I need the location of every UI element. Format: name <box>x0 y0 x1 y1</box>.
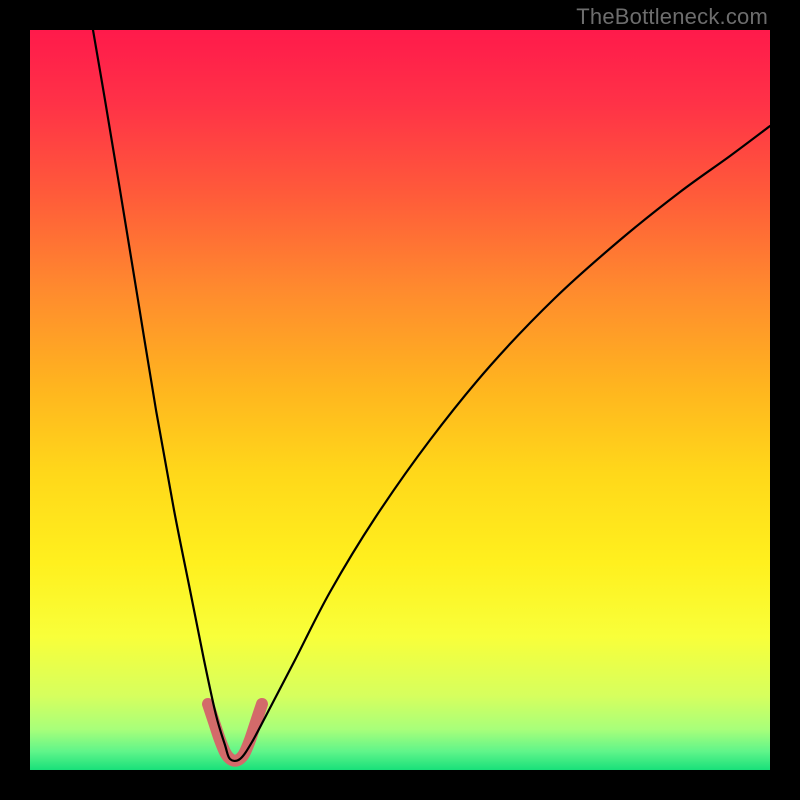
chart-frame: TheBottleneck.com <box>0 0 800 800</box>
plot-area <box>30 30 770 770</box>
curve-layer <box>30 30 770 770</box>
watermark-text: TheBottleneck.com <box>576 4 768 30</box>
bottleneck-curve <box>93 30 770 761</box>
